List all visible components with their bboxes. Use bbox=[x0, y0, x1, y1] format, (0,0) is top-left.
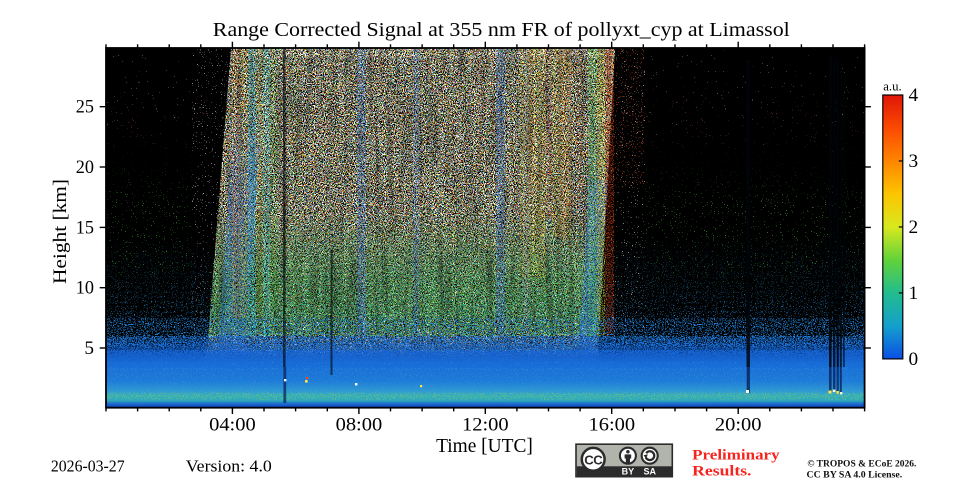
svg-text:SA: SA bbox=[643, 467, 656, 477]
svg-text:20:00: 20:00 bbox=[715, 414, 762, 435]
svg-text:Version: 4.0: Version: 4.0 bbox=[186, 456, 272, 475]
svg-text:Range Corrected Signal at 355: Range Corrected Signal at 355 nm FR of p… bbox=[213, 19, 790, 41]
svg-text:0: 0 bbox=[909, 349, 919, 370]
svg-text:CC: CC bbox=[584, 453, 603, 468]
svg-text:Preliminary: Preliminary bbox=[692, 447, 780, 464]
svg-text:a.u.: a.u. bbox=[883, 79, 901, 93]
svg-text:© TROPOS & ECoE 2026.: © TROPOS & ECoE 2026. bbox=[807, 459, 916, 470]
svg-text:4: 4 bbox=[909, 85, 919, 106]
svg-text:CC BY SA 4.0 License.: CC BY SA 4.0 License. bbox=[807, 469, 903, 480]
svg-text:1: 1 bbox=[909, 283, 919, 304]
svg-text:04:00: 04:00 bbox=[209, 414, 256, 435]
svg-text:08:00: 08:00 bbox=[336, 414, 383, 435]
svg-text:2026-03-27: 2026-03-27 bbox=[51, 456, 125, 475]
svg-text:Height [km]: Height [km] bbox=[50, 179, 71, 284]
svg-text:25: 25 bbox=[76, 97, 94, 118]
svg-text:Results.: Results. bbox=[692, 462, 752, 479]
svg-text:BY: BY bbox=[622, 467, 635, 477]
svg-text:10: 10 bbox=[76, 278, 94, 299]
svg-text:20: 20 bbox=[76, 157, 94, 178]
svg-text:15: 15 bbox=[76, 217, 94, 238]
svg-text:16:00: 16:00 bbox=[589, 414, 636, 435]
svg-text:Time [UTC]: Time [UTC] bbox=[436, 436, 533, 457]
svg-text:2: 2 bbox=[909, 217, 919, 238]
svg-text:3: 3 bbox=[909, 151, 919, 172]
svg-text:5: 5 bbox=[84, 338, 94, 359]
svg-text:12:00: 12:00 bbox=[462, 414, 509, 435]
